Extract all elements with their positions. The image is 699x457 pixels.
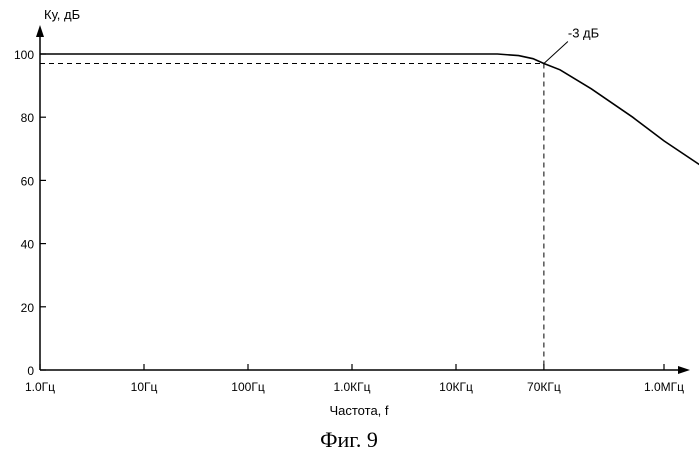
guides (40, 63, 544, 370)
y-tick-label: 80 (21, 111, 35, 125)
annotation-label: -3 дБ (568, 25, 599, 40)
y-tick-label: 100 (14, 48, 34, 62)
annotation-leader (544, 41, 568, 63)
x-tick-label: 1.0Гц (25, 380, 55, 394)
x-tick-label: 1.0КГц (333, 380, 370, 394)
series-line (40, 54, 699, 368)
x-axis-title: Частота, f (329, 403, 388, 418)
y-tick-label: 0 (27, 364, 34, 378)
x-tick-label: 10КГц (439, 380, 473, 394)
x-tick-label: 1.0МГц (644, 380, 684, 394)
y-tick-label: 20 (21, 301, 35, 315)
x-tick-label: 10Гц (131, 380, 158, 394)
x-tick-label: 100Гц (231, 380, 265, 394)
y-tick-label: 60 (21, 174, 35, 188)
x-tick-label: 70КГц (527, 380, 561, 394)
y-tick-label: 40 (21, 238, 35, 252)
x-ticks: 1.0Гц10Гц100Гц1.0КГц10КГц70КГц1.0МГц10МГ… (25, 364, 699, 394)
y-axis-title: Ку, дБ (44, 7, 80, 22)
y-ticks: 0 20 40 60 80 100 (14, 48, 46, 378)
y-axis-arrow-icon (36, 25, 44, 37)
axes (36, 25, 690, 374)
figure-caption: Фиг. 9 (320, 427, 378, 452)
x-axis-arrow-icon (678, 366, 690, 374)
